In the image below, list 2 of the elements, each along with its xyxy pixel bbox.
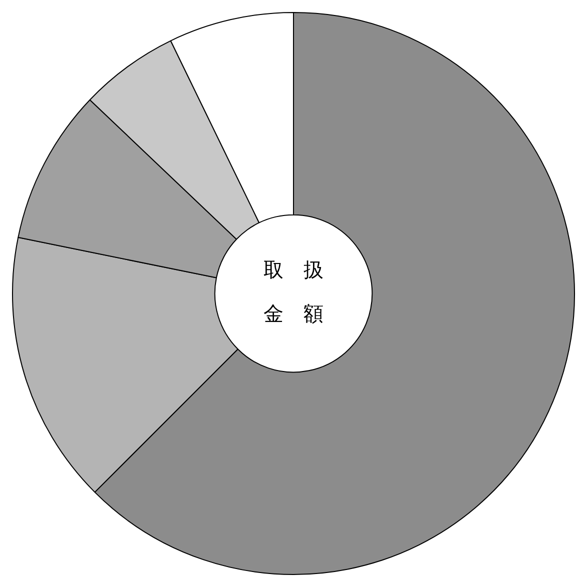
text: 金 額 (264, 302, 324, 326)
text: 取 扱 (264, 258, 324, 282)
